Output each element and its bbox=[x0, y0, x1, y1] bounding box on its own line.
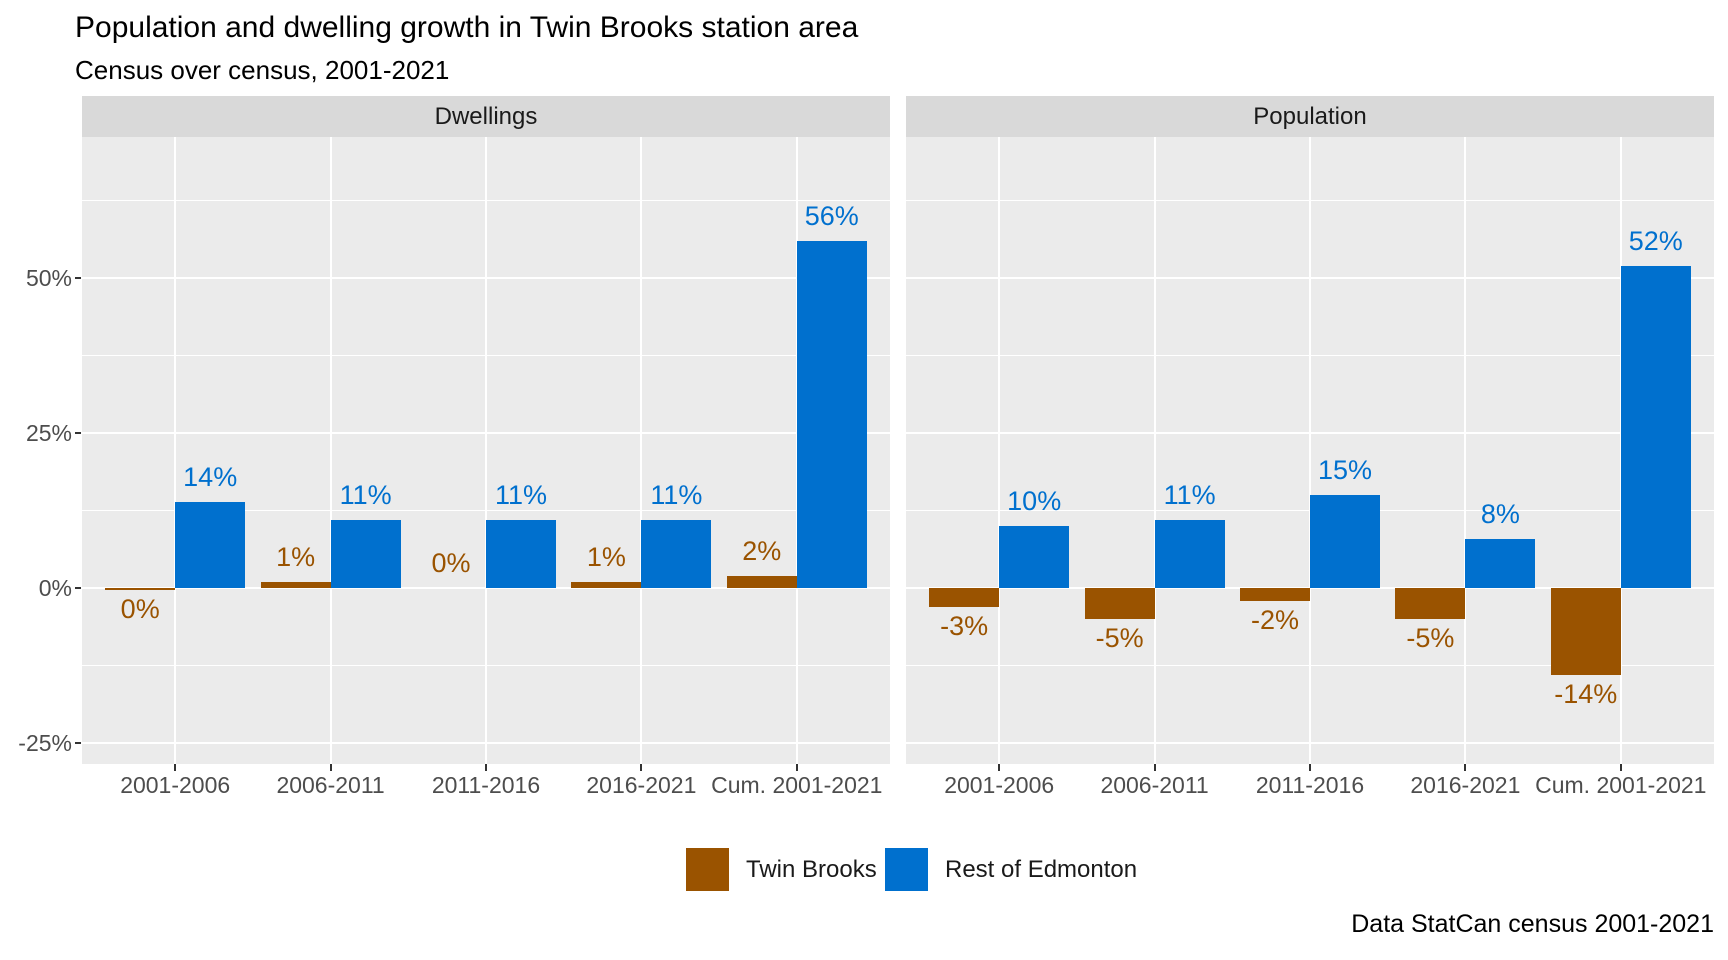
bar-value-label: -14% bbox=[1554, 679, 1618, 710]
bar-twin-brooks bbox=[260, 582, 331, 589]
bar-value-label: 15% bbox=[1317, 455, 1373, 486]
bar-value-label: -5% bbox=[1095, 623, 1144, 654]
bar-value-label: 11% bbox=[339, 480, 392, 511]
x-axis-label: 2016-2021 bbox=[586, 772, 697, 798]
bar-value-label: 1% bbox=[276, 542, 316, 573]
x-axis-label: 2011-2016 bbox=[1255, 772, 1365, 798]
y-axis-tick bbox=[75, 277, 81, 280]
bar-value-label: -2% bbox=[1250, 604, 1299, 635]
bar-value-label: 11% bbox=[650, 480, 703, 511]
bar-twin-brooks bbox=[929, 588, 1000, 607]
x-axis-tick bbox=[998, 764, 1001, 771]
x-axis-label: 2006-2011 bbox=[1100, 772, 1209, 798]
bar-value-label: 11% bbox=[494, 480, 548, 511]
bar-rest-of-edmonton bbox=[796, 241, 867, 589]
y-axis-label: 50% bbox=[25, 265, 72, 292]
facet-panel bbox=[906, 137, 1714, 764]
bar-value-label: 0% bbox=[120, 594, 160, 625]
bar-rest-of-edmonton bbox=[175, 501, 246, 589]
facet-strip: Population bbox=[906, 96, 1714, 137]
chart-subtitle: Census over census, 2001-2021 bbox=[75, 55, 450, 85]
bar-value-label: 14% bbox=[183, 461, 238, 492]
x-axis-tick bbox=[1464, 764, 1467, 771]
legend-label-twin-brooks: Twin Brooks bbox=[746, 856, 877, 883]
x-axis-tick bbox=[640, 764, 643, 771]
major-gridline-vertical bbox=[485, 137, 487, 764]
bar-twin-brooks bbox=[105, 588, 176, 591]
legend: Twin Brooks Rest of Edmonton bbox=[0, 848, 1728, 891]
major-gridline-vertical bbox=[1464, 137, 1467, 764]
major-gridline-vertical bbox=[998, 137, 1001, 764]
bar-twin-brooks bbox=[1550, 588, 1621, 676]
bar-twin-brooks bbox=[726, 575, 797, 589]
x-axis-tick bbox=[795, 764, 798, 771]
legend-label-rest-of-edmonton: Rest of Edmonton bbox=[945, 856, 1138, 883]
bar-rest-of-edmonton bbox=[641, 520, 712, 589]
x-axis-label: Cum. 2001-2021 bbox=[711, 772, 883, 798]
chart-caption: Data StatCan census 2001-2021 bbox=[1351, 910, 1714, 938]
x-axis-label: Cum. 2001-2021 bbox=[1535, 772, 1707, 798]
y-axis-label: -25% bbox=[18, 730, 72, 757]
bar-rest-of-edmonton bbox=[1154, 520, 1225, 589]
bar-value-label: 52% bbox=[1628, 225, 1683, 256]
x-axis-tick bbox=[1153, 764, 1156, 771]
bar-value-label: 0% bbox=[431, 548, 471, 579]
bar-rest-of-edmonton bbox=[999, 526, 1070, 589]
y-axis-tick bbox=[75, 587, 81, 590]
major-gridline-vertical bbox=[1309, 137, 1311, 764]
bar-rest-of-edmonton bbox=[1620, 265, 1691, 589]
y-axis-tick bbox=[75, 432, 81, 435]
bar-value-label: 10% bbox=[1007, 486, 1062, 517]
major-gridline-vertical bbox=[174, 137, 177, 764]
bar-value-label: 2% bbox=[742, 535, 782, 566]
facet-strip: Dwellings bbox=[82, 96, 890, 137]
bar-twin-brooks bbox=[1084, 588, 1155, 620]
bar-rest-of-edmonton bbox=[1310, 495, 1380, 589]
bar-value-label: 1% bbox=[586, 542, 626, 573]
y-axis-tick bbox=[75, 742, 81, 745]
x-axis-label: 2011-2016 bbox=[431, 772, 541, 798]
legend-swatch-rest-of-edmonton bbox=[885, 848, 928, 891]
x-axis-tick bbox=[485, 764, 487, 771]
bar-rest-of-edmonton bbox=[486, 520, 556, 589]
bar-rest-of-edmonton bbox=[1465, 538, 1536, 589]
y-axis-label: 25% bbox=[25, 420, 72, 447]
x-axis-label: 2006-2011 bbox=[276, 772, 385, 798]
major-gridline-vertical bbox=[1153, 137, 1156, 764]
bar-value-label: 8% bbox=[1480, 498, 1520, 529]
x-axis-tick bbox=[1619, 764, 1622, 771]
bar-value-label: 56% bbox=[804, 201, 859, 232]
x-axis-tick bbox=[1309, 764, 1311, 771]
bar-value-label: 11% bbox=[1163, 480, 1216, 511]
major-gridline-vertical bbox=[329, 137, 332, 764]
x-axis-tick bbox=[329, 764, 332, 771]
bar-twin-brooks bbox=[1240, 588, 1310, 601]
facet-panel bbox=[82, 137, 890, 764]
x-axis-label: 2016-2021 bbox=[1410, 772, 1521, 798]
bar-twin-brooks bbox=[1395, 588, 1466, 620]
x-axis-label: 2001-2006 bbox=[120, 772, 231, 798]
x-axis-tick bbox=[174, 764, 177, 771]
y-axis-label: 0% bbox=[38, 575, 72, 602]
x-axis-label: 2001-2006 bbox=[944, 772, 1055, 798]
legend-swatch-twin-brooks bbox=[686, 848, 729, 891]
bar-value-label: -3% bbox=[940, 610, 989, 641]
major-gridline-vertical bbox=[640, 137, 643, 764]
bar-value-label: -5% bbox=[1406, 623, 1455, 654]
bar-rest-of-edmonton bbox=[330, 520, 401, 589]
bar-twin-brooks bbox=[571, 582, 642, 589]
chart-title: Population and dwelling growth in Twin B… bbox=[75, 11, 859, 44]
